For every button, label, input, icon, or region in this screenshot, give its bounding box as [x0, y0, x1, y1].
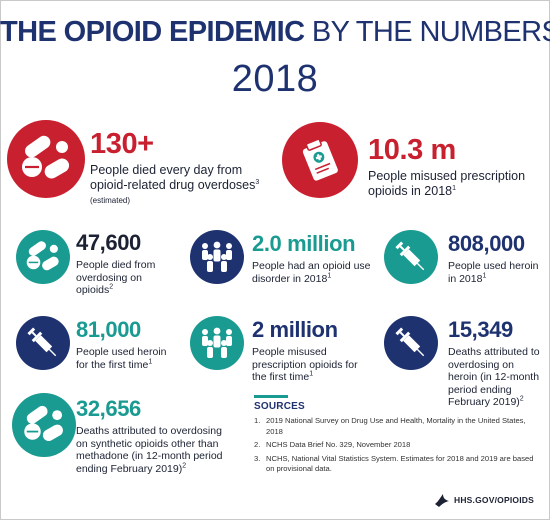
title-bold: THE OPIOID EPIDEMIC: [0, 16, 305, 48]
footnote-ref: 2: [109, 283, 114, 291]
sources-title: SOURCES: [254, 401, 305, 412]
pills-icon: [16, 230, 70, 284]
source-number: 2.: [254, 440, 261, 449]
source-item: 1. 2019 National Survey on Drug Use and H…: [254, 416, 544, 437]
stat-heroin-deaths-label: Deaths attributed to overdosing on heroi…: [448, 346, 540, 408]
stat-overdose-deaths-label: People died from overdosing on opioids: [76, 259, 156, 296]
footnote-ref: 1: [482, 272, 487, 279]
source-text: NCHS Data Brief No. 329, November 2018: [266, 440, 411, 449]
stat-misused-rx-value: 10.3 m: [368, 134, 456, 166]
stat-rx-first-label: People misused prescription opioids for …: [252, 346, 358, 383]
footnote-ref: 2: [519, 395, 524, 403]
stat-deaths-daily-text: People died every day from opioid-relate…: [90, 163, 280, 193]
infographic-year: 2018: [231, 58, 319, 100]
title-light: BY THE NUMBERS: [311, 16, 550, 48]
sources-divider: [254, 395, 288, 398]
footnote-ref: 3: [255, 178, 260, 186]
stat-deaths-daily-label: People died every day from opioid-relate…: [90, 163, 256, 192]
pills-icon: [12, 393, 76, 457]
stat-heroin-first-value: 81,000: [76, 317, 141, 342]
source-number: 3.: [254, 453, 261, 463]
syringe-icon: [16, 316, 70, 370]
stat-heroin-users-value: 808,000: [448, 231, 525, 256]
stat-heroin-users-text: People used heroin in 20181: [448, 260, 543, 285]
stat-use-disorder-text: People had an opioid use disorder in 201…: [252, 260, 372, 285]
stat-heroin-first-label: People used heroin for the first time: [76, 346, 167, 371]
stat-rx-first-value: 2 million: [252, 317, 338, 342]
stat-synthetic-deaths-value: 32,656: [76, 396, 141, 421]
stat-misused-rx-text: People misused prescription opioids in 2…: [368, 169, 543, 199]
stat-heroin-first-text: People used heroin for the first time1: [76, 346, 176, 371]
stat-heroin-users-label: People used heroin in 2018: [448, 260, 539, 285]
stat-synthetic-deaths-text: Deaths attributed to overdosing on synth…: [76, 425, 236, 475]
stat-synthetic-deaths-label: Deaths attributed to overdosing on synth…: [76, 425, 223, 475]
stat-misused-rx-label: People misused prescription opioids in 2…: [368, 169, 526, 198]
source-item: 3. NCHS, National Vital Statistics System…: [254, 454, 544, 475]
syringe-icon: [384, 230, 438, 284]
stat-deaths-daily-value: 130+: [90, 128, 154, 160]
people-group-icon: [190, 230, 244, 284]
footnote-ref: 1: [327, 272, 332, 279]
source-number: 1.: [254, 416, 261, 425]
footnote-ref: 2: [182, 462, 187, 469]
sources-panel: SOURCES 1. 2019 National Survey on Drug U…: [254, 395, 544, 478]
footnote-ref: 1: [309, 370, 314, 378]
stat-deaths-daily-note: (estimated): [90, 196, 131, 205]
infographic-title: THE OPIOID EPIDEMIC BY THE NUMBERS: [0, 16, 550, 48]
stat-overdose-deaths-value: 47,600: [76, 230, 141, 255]
stat-use-disorder-value: 2.0 million: [252, 231, 356, 256]
stat-rx-first-text: People misused prescription opioids for …: [252, 346, 362, 384]
footnote-ref: 1: [148, 358, 153, 365]
pills-icon: [7, 120, 85, 198]
source-text: NCHS, National Vital Statistics System. …: [266, 453, 534, 474]
stat-use-disorder-label: People had an opioid use disorder in 201…: [252, 260, 371, 285]
stat-heroin-deaths-text: Deaths attributed to overdosing on heroi…: [448, 346, 545, 409]
hhs-logo: HHS.GOV/OPIOIDS: [434, 492, 534, 508]
stat-heroin-deaths-value: 15,349: [448, 317, 513, 342]
source-text: 2019 National Survey on Drug Use and Hea…: [266, 416, 526, 436]
hhs-logo-text: HHS.GOV/OPIOIDS: [454, 495, 534, 505]
footnote-ref: 1: [452, 184, 457, 192]
source-item: 2. NCHS Data Brief No. 329, November 2018: [254, 440, 544, 451]
sources-list: 1. 2019 National Survey on Drug Use and H…: [254, 416, 544, 475]
prescription-bottle-icon: [282, 122, 358, 198]
syringe-icon: [384, 316, 438, 370]
hhs-eagle-icon: [435, 494, 449, 507]
stat-overdose-deaths-text: People died from overdosing on opioids2: [76, 259, 176, 297]
people-group-icon: [190, 316, 244, 370]
